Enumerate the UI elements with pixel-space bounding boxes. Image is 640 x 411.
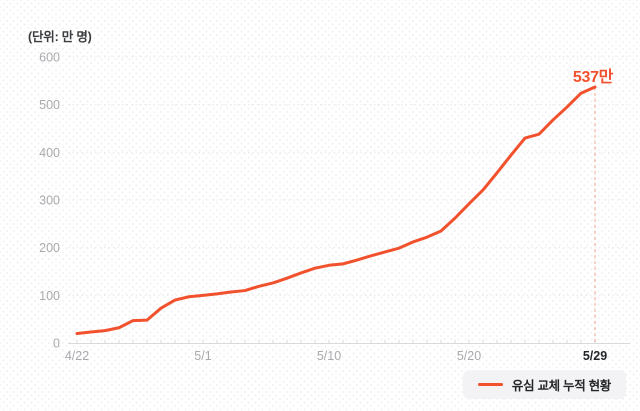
- x-axis-label-5-29: 5/29: [583, 349, 607, 363]
- last-value-annotation: 537만: [572, 69, 614, 86]
- x-axis-label-5-1: 5/1: [194, 349, 211, 363]
- y-axis-label-0: 0: [53, 337, 60, 351]
- x-axis-label-4-22: 4/22: [65, 349, 89, 363]
- y-axis-label-100: 100: [39, 289, 60, 303]
- y-axis-label-600: 600: [39, 51, 60, 65]
- y-axis-label-500: 500: [39, 98, 60, 112]
- legend: 유심 교체 누적 현황: [462, 370, 626, 399]
- unit-label: (단위: 만 명): [28, 30, 92, 44]
- y-axis-label-400: 400: [39, 146, 60, 160]
- x-axis-label-5-10: 5/10: [317, 349, 341, 363]
- series-line-swatch: [477, 383, 503, 386]
- legend-label: 유심 교체 누적 현황: [511, 379, 611, 393]
- y-axis-label-300: 300: [39, 194, 60, 208]
- y-axis-label-200: 200: [39, 241, 60, 255]
- series-line: [75, 85, 597, 335]
- x-axis-label-5-20: 5/20: [457, 349, 481, 363]
